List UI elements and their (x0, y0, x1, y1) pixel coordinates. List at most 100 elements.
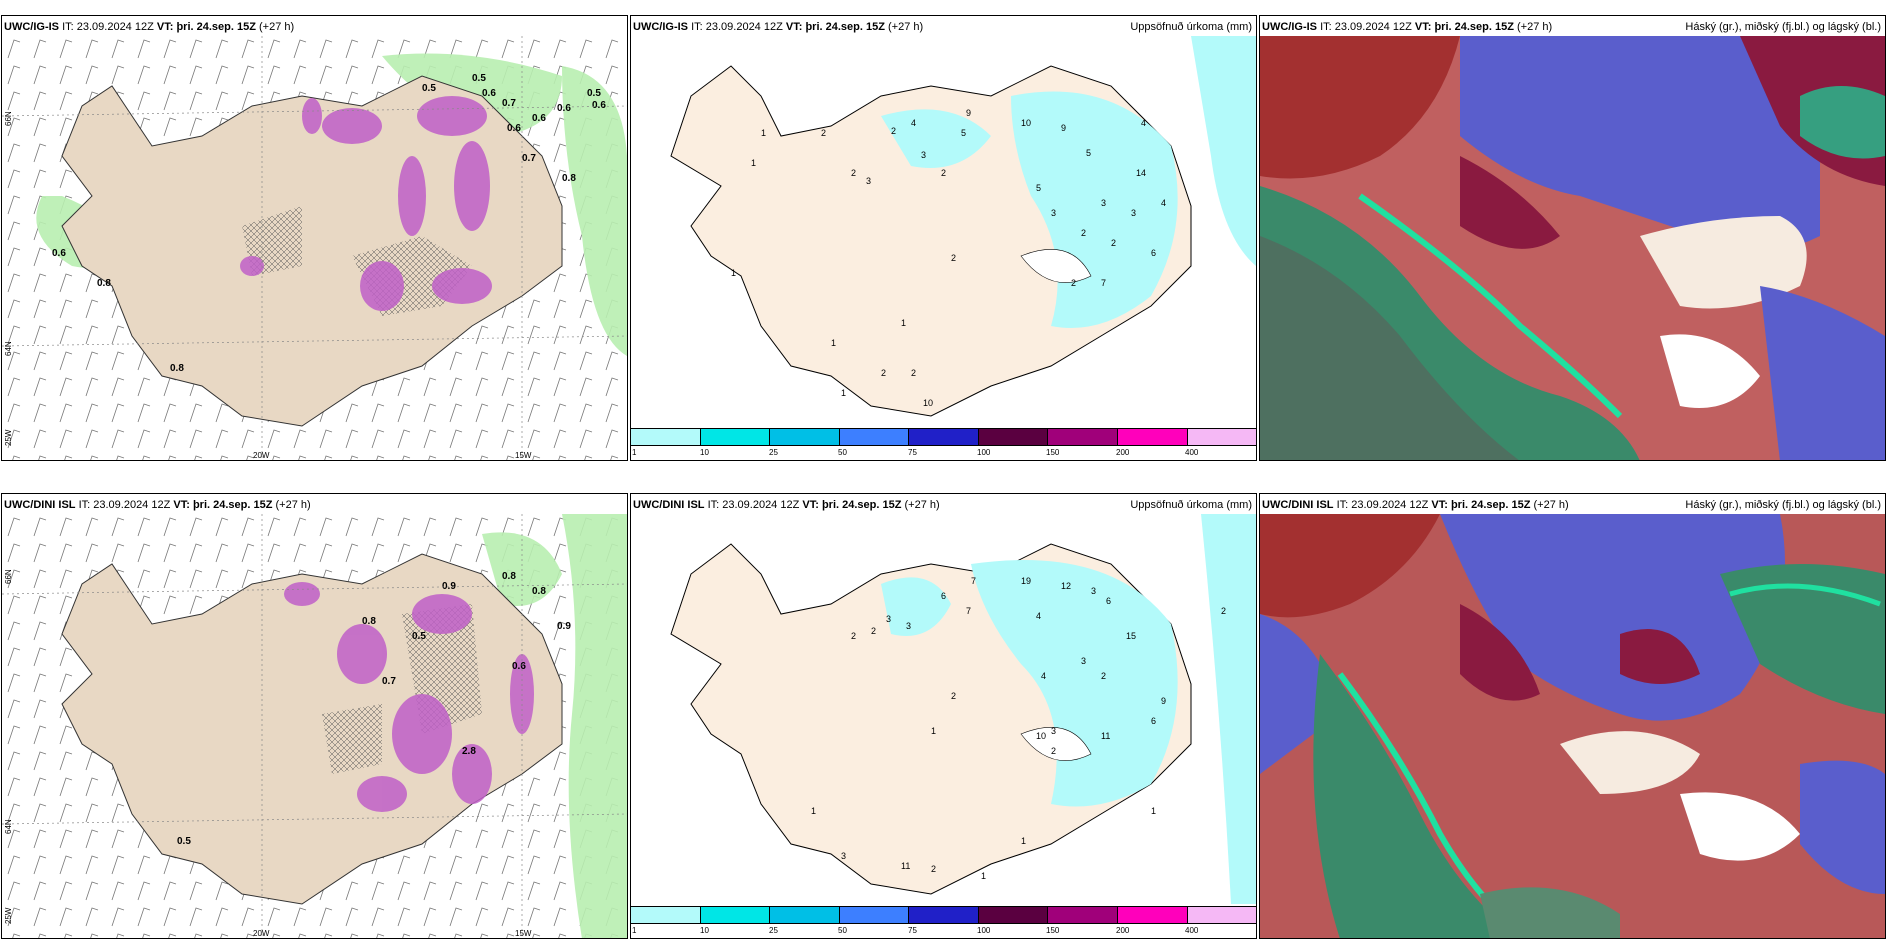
wind-label: 0.5 (422, 83, 436, 94)
colorbar-swatch (909, 429, 979, 445)
colorbar-swatch (909, 907, 979, 923)
precip-value: 3 (1081, 656, 1086, 666)
precip-value: 3 (921, 150, 926, 160)
precip-value: 2 (1101, 671, 1106, 681)
colorbar-swatch (978, 907, 1049, 923)
precip-value: 1 (1151, 806, 1156, 816)
colorbar-label: 10 (700, 448, 709, 457)
panel-header: UWC/IG-IS IT: 23.09.2024 12Z VT: þri. 24… (4, 21, 295, 33)
precip-value: 2 (891, 126, 896, 136)
precip-map: 1 2 1 3 2 2 4 3 2 5 10 9 5 4 14 3 2 5 3 … (670, 36, 1256, 417)
precip-value: 2 (1081, 228, 1086, 238)
precip-map: 2 2 3 3 6 7 7 19 12 3 6 15 4 4 3 2 9 6 3… (670, 514, 1256, 904)
colorbar-swatch (1187, 907, 1256, 923)
precip-value: 11 (901, 861, 910, 871)
precip-value: 4 (1041, 671, 1046, 681)
wind-label: 0.9 (557, 621, 571, 632)
wind-label: 0.7 (382, 676, 396, 687)
precip-value: 7 (966, 606, 971, 616)
precip-value: 7 (971, 576, 976, 586)
lon-label-20w: 20W (253, 929, 270, 938)
precip-value: 11 (1101, 731, 1110, 741)
cloud-cover-map (1260, 514, 1885, 938)
precip-value: 2 (911, 368, 916, 378)
panel-header: UWC/IG-IS IT: 23.09.2024 12Z VT: þri. 24… (1262, 21, 1553, 33)
precip-value: 2 (941, 168, 946, 178)
precip-value: 2 (881, 368, 886, 378)
wind-label: 0.7 (522, 153, 536, 164)
panel-top-left-wind-map: UWC/IG-IS IT: 23.09.2024 12Z VT: þri. 24… (1, 15, 628, 461)
colorbar-swatch (1048, 429, 1118, 445)
colorbar-label: 25 (769, 448, 778, 457)
colorbar-swatch (770, 429, 840, 445)
colorbar-swatch (1187, 429, 1256, 445)
colorbar-label: 100 (977, 926, 991, 935)
colorbar-swatch (1117, 429, 1188, 445)
precip-value: 12 (1061, 581, 1071, 591)
precip-colorbar: 1 10 25 50 75 100 150 200 400 (631, 906, 1256, 938)
panel-bot-right-cloud-map: UWC/DINI ISL IT: 23.09.2024 12Z VT: þri.… (1259, 493, 1886, 939)
colorbar-label: 75 (908, 926, 917, 935)
wind-label: 0.8 (502, 571, 516, 582)
precip-value: 10 (1036, 731, 1046, 741)
precip-value: 3 (1051, 208, 1056, 218)
precip-value: 3 (1051, 726, 1056, 736)
wind-label: 0.5 (412, 631, 426, 642)
colorbar-label: 400 (1185, 926, 1199, 935)
precip-value: 2 (1221, 606, 1226, 616)
colorbar-swatch (700, 907, 771, 923)
precip-value: 5 (961, 128, 966, 138)
colorbar-swatch (631, 429, 701, 445)
colorbar-label: 10 (700, 926, 709, 935)
precip-value: 1 (841, 388, 846, 398)
precip-colorbar: 1 10 25 50 75 100 150 200 400 (631, 428, 1256, 460)
panel-header: UWC/DINI ISL IT: 23.09.2024 12Z VT: þri.… (1262, 499, 1569, 511)
wind-label: 0.6 (507, 123, 521, 134)
lat-label-64n: 64N (4, 819, 13, 834)
lon-label-15w: 15W (515, 929, 532, 938)
precip-value: 10 (1021, 118, 1031, 128)
wind-label: 0.6 (532, 113, 546, 124)
precip-value: 6 (941, 591, 946, 601)
precip-value: 1 (901, 318, 906, 328)
precip-value: 5 (1086, 148, 1091, 158)
panel-header: UWC/DINI ISL IT: 23.09.2024 12Z VT: þri.… (633, 499, 940, 511)
colorbar-swatch (839, 429, 910, 445)
panel-top-mid-precip-map: UWC/IG-IS IT: 23.09.2024 12Z VT: þri. 24… (630, 15, 1257, 461)
precip-value: 1 (981, 871, 986, 881)
precip-value: 3 (1101, 198, 1106, 208)
precip-value: 3 (1131, 208, 1136, 218)
panel-header: UWC/IG-IS IT: 23.09.2024 12Z VT: þri. 24… (633, 21, 924, 33)
precip-value: 5 (1036, 183, 1041, 193)
precip-value: 6 (1106, 596, 1111, 606)
precip-value: 4 (911, 118, 916, 128)
precip-value: 2 (871, 626, 876, 636)
colorbar-label: 150 (1046, 448, 1060, 457)
colorbar-swatch (1048, 907, 1118, 923)
precip-value: 1 (751, 158, 756, 168)
precip-value: 3 (841, 851, 846, 861)
precip-value: 2 (1111, 238, 1116, 248)
lat-label-66n: 66N (4, 569, 13, 584)
wind-label: 0.8 (97, 278, 111, 289)
colorbar-swatches (631, 906, 1256, 924)
precip-value: 9 (1061, 123, 1066, 133)
panel-bot-mid-precip-map: UWC/DINI ISL IT: 23.09.2024 12Z VT: þri.… (630, 493, 1257, 939)
colorbar-label: 100 (977, 448, 991, 457)
wind-label: 0.9 (442, 581, 456, 592)
colorbar-swatch (839, 907, 910, 923)
wind-label: 0.7 (502, 98, 516, 109)
precip-value: 4 (1161, 198, 1166, 208)
wind-label: 0.8 (170, 363, 184, 374)
colorbar-label: 50 (838, 926, 847, 935)
precip-value: 2 (851, 631, 856, 641)
precip-value: 1 (831, 338, 836, 348)
precip-value: 2 (851, 168, 856, 178)
precip-value: 4 (1036, 611, 1041, 621)
colorbar-label: 50 (838, 448, 847, 457)
precip-value: 4 (1141, 118, 1146, 128)
colorbar-swatches (631, 428, 1256, 446)
precip-value: 19 (1021, 576, 1031, 586)
lon-label-15w: 15W (515, 451, 532, 460)
colorbar-label: 200 (1116, 448, 1130, 457)
